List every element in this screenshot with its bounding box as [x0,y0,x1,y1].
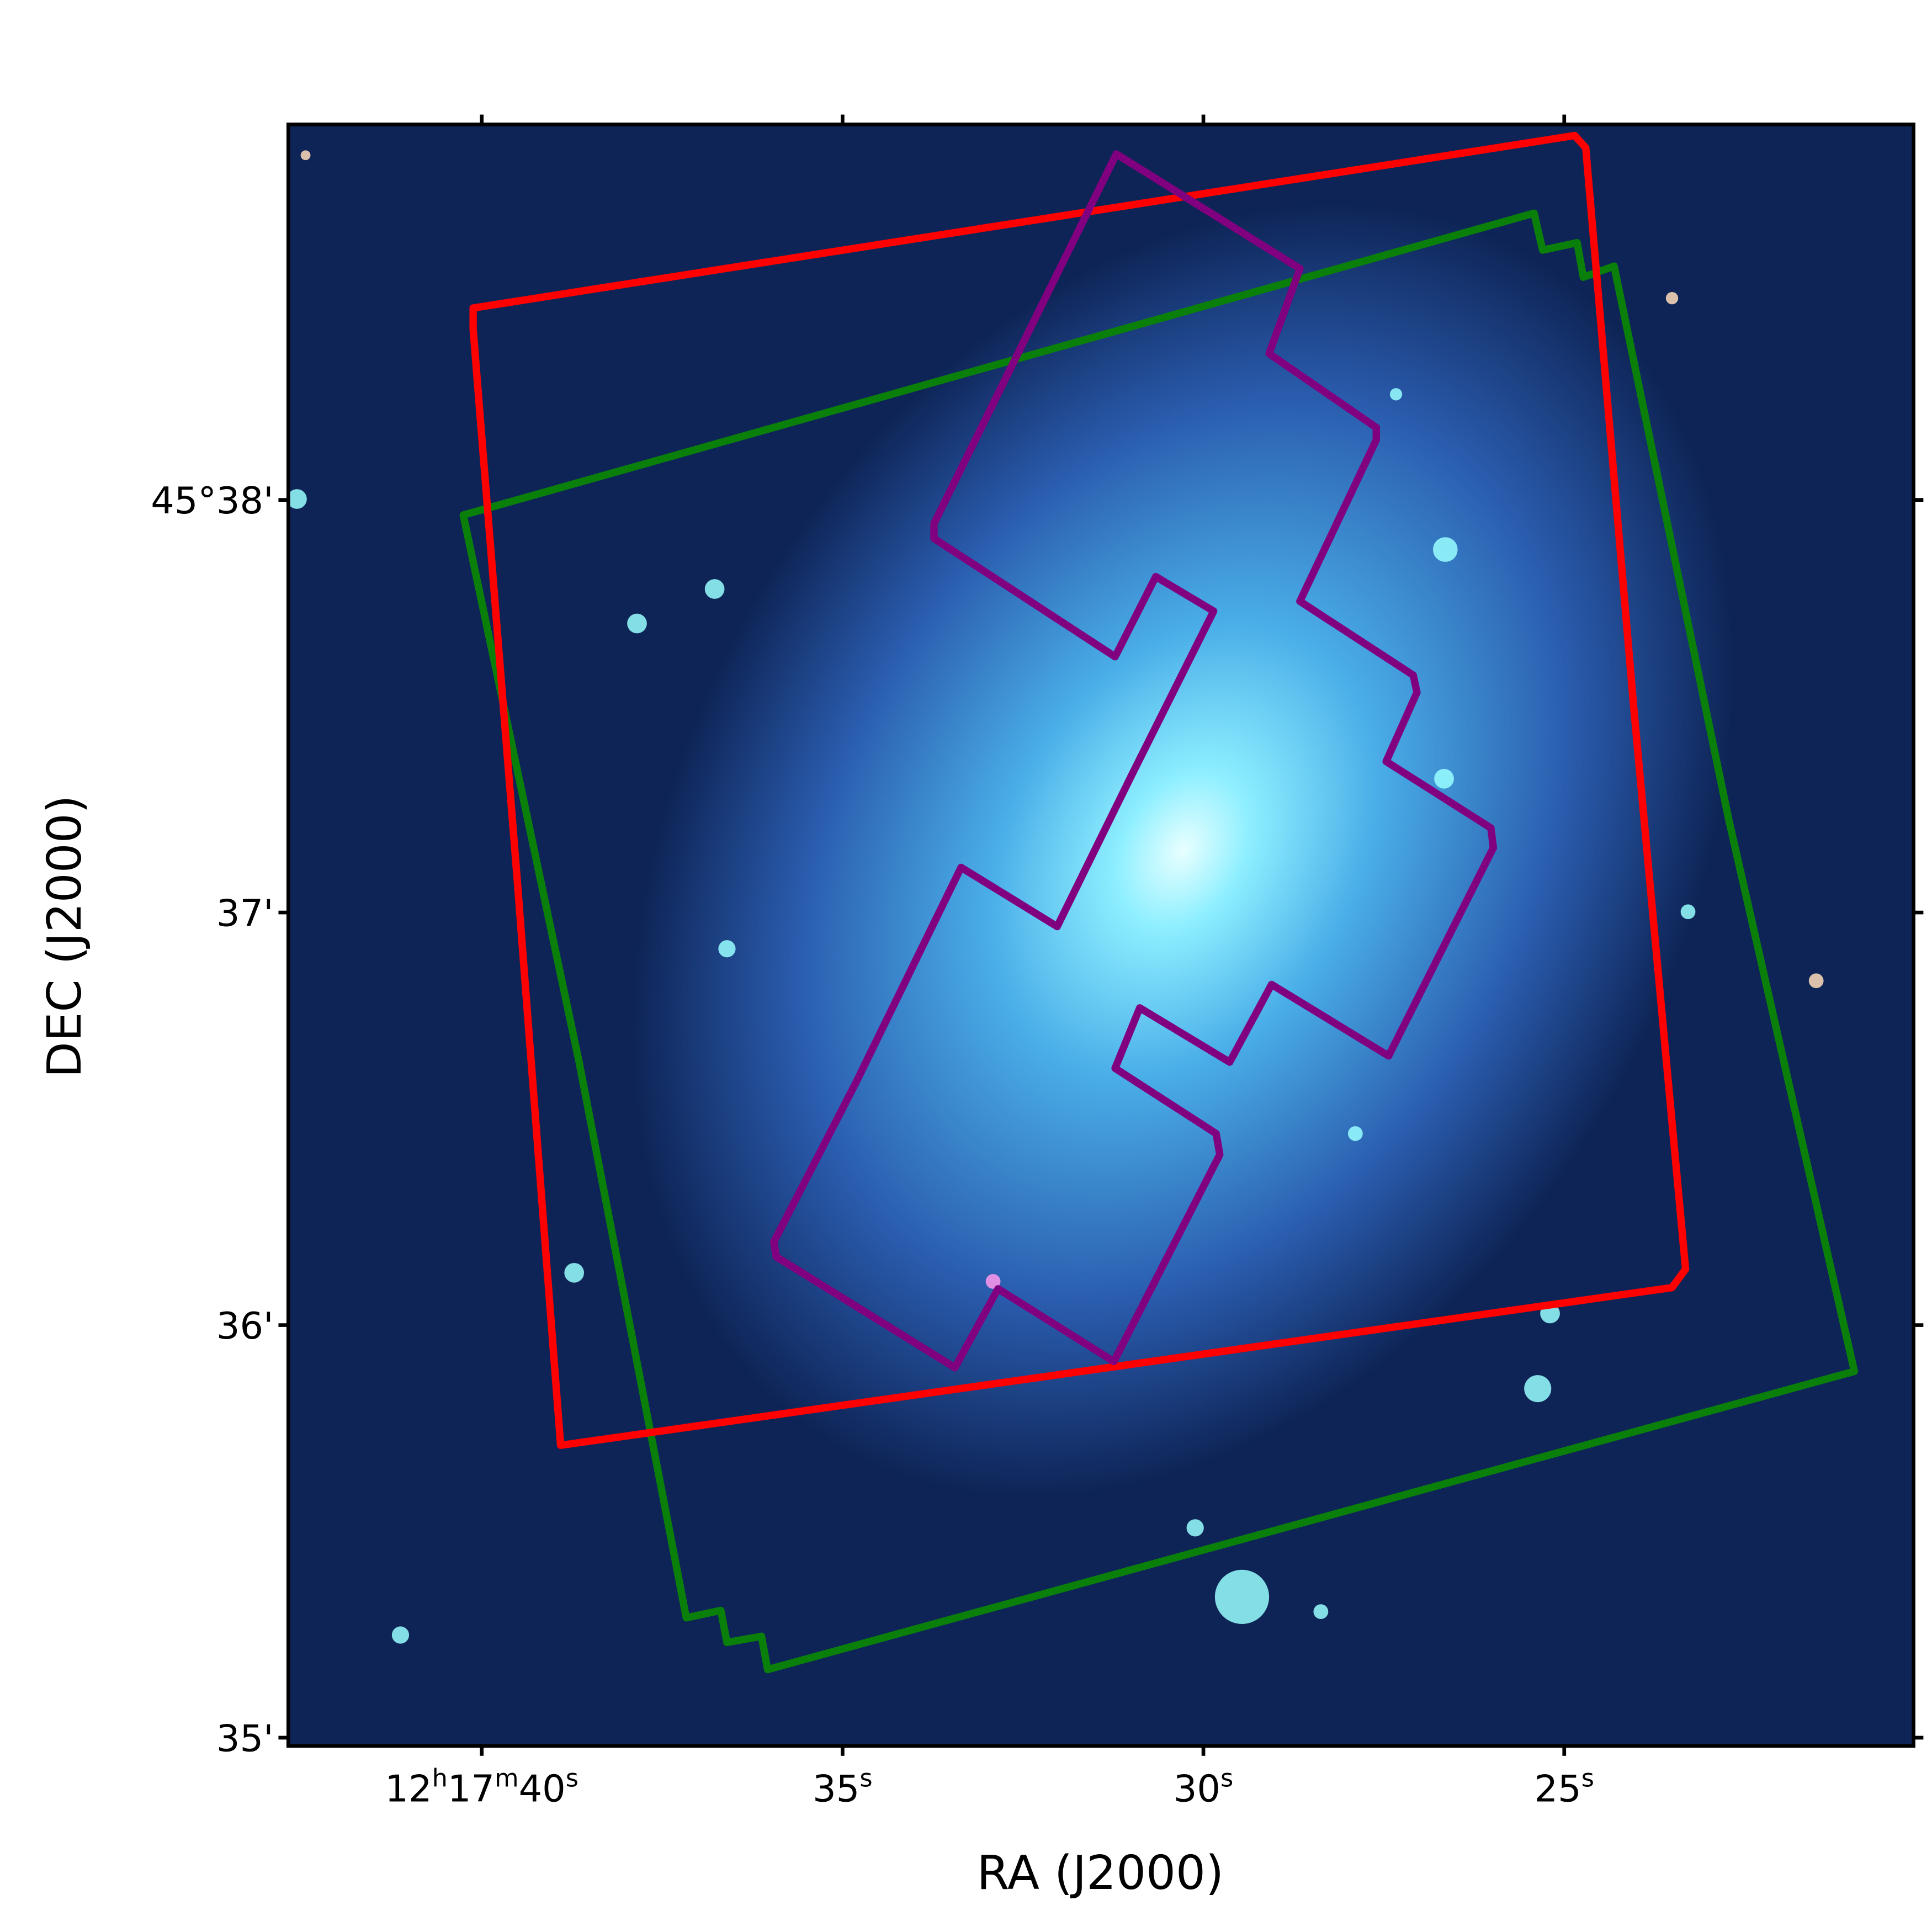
x-tick-label: 30s [1174,1764,1233,1811]
y-tick-label: 36' [216,1304,274,1347]
red-footprint [469,131,1690,1449]
green-footprint [459,209,1859,1674]
y-axis-label: DEC (J2000) [38,795,92,1078]
footprints [459,131,1859,1674]
x-axis-label: RA (J2000) [977,1846,1224,1901]
x-tick-label: 35s [813,1764,872,1811]
x-tick-label: 12h17m40s [385,1764,578,1811]
y-tick-label: 45°38' [151,479,273,522]
y-tick-label: 35' [216,1717,274,1760]
x-tick-label: 25s [1535,1764,1594,1811]
sky-image [288,124,1914,1746]
y-tick-label: 37' [216,892,274,935]
purple-footprint [770,150,1498,1372]
plot-frame [286,123,1915,1748]
